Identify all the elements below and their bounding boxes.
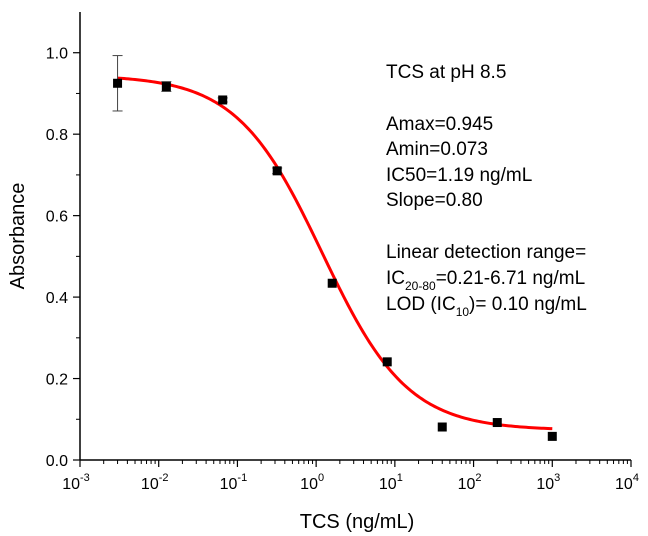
x-tick-label: 100 [300,472,324,493]
annotation-linear-value: =0.21-6.71 ng/mL [436,268,585,289]
annotation-title: TCS at pH 8.5 [386,62,506,83]
annotation-linear-heading: Linear detection range= [386,242,586,263]
x-tick-label: 10-1 [220,472,248,493]
x-tick-label: 10-2 [141,472,169,493]
data-point [272,166,282,176]
data-point [218,95,228,105]
y-tick-label: 0.4 [46,290,68,307]
annotation-ic50: IC50=1.19 ng/mL [386,165,532,186]
data-point [113,78,123,88]
axes: 10-3 10-2 10-1 100 101 102 103 104 0.0 0.2 0.4 0.6 0… [46,12,639,493]
y-tick-label: 0.2 [46,372,68,389]
x-tick-label: 102 [458,472,482,493]
y-axis-title: Absorbance [7,183,29,290]
data-point [382,357,392,367]
x-tick-label: 10-3 [62,472,90,493]
data-point [161,82,171,92]
annotation-linear-range: IC20-80=0.21-6.71 ng/mL [386,268,585,293]
annotation-linear-prefix: IC [386,268,405,289]
y-tick-label: 1.0 [46,46,68,63]
annotation-lod: LOD (IC10)= 0.10 ng/mL [386,294,587,319]
annotation-amin: Amin=0.073 [386,139,488,160]
annotation-block: TCS at pH 8.5 Amax=0.945 Amin=0.073 IC50… [386,62,587,319]
x-tick-label: 101 [379,472,403,493]
y-tick-label: 0.6 [46,209,68,226]
data-point [547,431,557,441]
data-point [492,418,502,428]
x-axis-title: TCS (ng/mL) [300,511,414,533]
data-point [327,278,337,288]
annotation-linear-sub: 20-80 [405,279,436,293]
annotation-slope: Slope=0.80 [386,190,483,211]
data-points-layer [112,55,557,441]
annotation-lod-sub: 10 [456,305,470,319]
y-tick-label: 0.0 [46,453,68,470]
x-tick-label: 104 [615,472,639,493]
annotation-lod-value: )= 0.10 ng/mL [469,294,587,315]
x-tick-label: 103 [536,472,560,493]
data-point [437,422,447,432]
annotation-lod-prefix: LOD (IC [386,294,456,315]
y-tick-label: 0.8 [46,127,68,144]
annotation-amax: Amax=0.945 [386,114,493,135]
